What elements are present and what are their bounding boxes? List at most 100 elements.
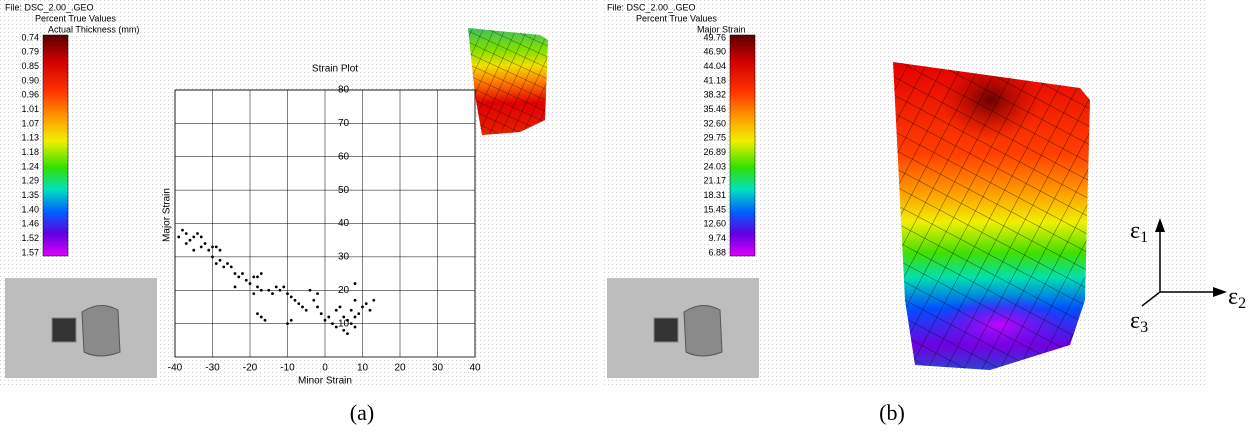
point	[233, 272, 237, 275]
point	[203, 242, 207, 245]
y-tick-label: 40	[338, 218, 350, 229]
scale-label: 49.76	[703, 32, 726, 42]
scale-label: 1.07	[21, 118, 39, 128]
point	[293, 298, 297, 302]
scale-label: 1.40	[21, 204, 39, 214]
y-tick-label: 10	[338, 318, 350, 329]
point	[342, 315, 346, 319]
axis-e1: ε1	[1130, 218, 1148, 246]
point	[316, 292, 319, 295]
scale-label: 29.75	[703, 133, 726, 143]
point	[312, 298, 316, 302]
y-axis-label: Major Strain	[162, 188, 173, 242]
scale-label: 15.45	[703, 204, 726, 214]
point	[286, 322, 289, 326]
measure: Actual Thickness (mm)	[48, 24, 139, 34]
point	[259, 315, 263, 319]
point	[349, 308, 353, 312]
point	[289, 295, 293, 299]
x-axis-label: Minor Strain	[298, 376, 352, 387]
scale-label: 0.79	[21, 47, 39, 57]
point	[248, 282, 252, 285]
point	[372, 298, 376, 302]
scale-label: 6.88	[708, 247, 726, 257]
point	[207, 248, 211, 252]
scale-label: 0.96	[21, 90, 39, 100]
x-tick-label: 0	[322, 363, 328, 374]
scale-label: 24.03	[703, 161, 726, 171]
point	[214, 245, 218, 249]
point	[267, 288, 271, 292]
x-tick-label: 40	[469, 363, 481, 374]
point	[368, 308, 372, 312]
point	[211, 245, 214, 249]
point	[188, 238, 192, 242]
point	[222, 265, 226, 269]
strain-plot: Strain Plot Minor Strain Major Strain -4…	[162, 64, 481, 387]
point	[357, 312, 361, 316]
point	[192, 235, 196, 239]
axis-e2: ε2	[1228, 284, 1246, 312]
scale-label: 26.89	[703, 147, 726, 157]
point	[184, 232, 188, 235]
x-tick-label: -10	[280, 363, 295, 374]
color-bar	[42, 34, 69, 257]
point	[331, 322, 334, 326]
caption: (a)	[350, 400, 374, 425]
point	[346, 318, 349, 322]
y-tick-label: 30	[338, 252, 350, 263]
point	[342, 328, 346, 332]
point	[244, 278, 248, 282]
scale-label: 41.18	[703, 75, 726, 85]
measure: Major Strain	[697, 24, 746, 34]
point	[353, 298, 357, 302]
axis-e3: ε3	[1130, 308, 1148, 336]
point	[252, 275, 256, 279]
scale-label: 32.60	[703, 118, 726, 128]
point	[271, 292, 274, 295]
scale-label: 46.90	[703, 47, 726, 57]
point	[334, 308, 338, 312]
scale-label: 18.31	[703, 190, 726, 200]
point	[256, 275, 259, 279]
point	[353, 315, 357, 319]
scale-label: 1.01	[21, 104, 39, 114]
point	[214, 262, 218, 265]
point	[301, 305, 304, 309]
point	[263, 318, 267, 322]
axis-symbol: ε1 ε2 ε3	[1130, 218, 1246, 336]
color-scale-labels: 49.76 46.90 44.04 41.18 38.32 35.46 32.60 29.75…	[703, 32, 726, 257]
point	[192, 248, 196, 252]
point	[196, 232, 199, 235]
point	[353, 325, 357, 329]
scale-label: 1.13	[21, 133, 39, 143]
file-name: File: DSC_2.00_.GEO	[607, 2, 696, 12]
y-tick-label: 80	[338, 85, 350, 96]
scale-label: 35.46	[703, 104, 726, 114]
y-tick-label: 50	[338, 185, 350, 196]
x-tick-label: -30	[205, 363, 220, 374]
point	[241, 272, 244, 275]
point	[323, 318, 327, 322]
point	[211, 255, 214, 259]
point	[233, 285, 237, 289]
scale-label: 1.52	[21, 233, 39, 243]
mode: Percent True Values	[636, 13, 717, 23]
point	[177, 235, 181, 239]
scale-label: 21.17	[703, 176, 726, 186]
point	[278, 288, 282, 292]
scale-label: 38.32	[703, 90, 726, 100]
point	[297, 302, 301, 305]
point	[259, 272, 263, 275]
photo	[607, 278, 759, 378]
point	[229, 265, 233, 269]
point	[361, 305, 364, 309]
point	[252, 292, 256, 295]
scale-label: 1.46	[21, 219, 39, 229]
scale-label: 1.35	[21, 190, 39, 200]
point	[334, 325, 338, 329]
point	[218, 258, 222, 262]
color-scale-labels: 0.74 0.79 0.85 0.90 0.96 1.01 1.07 1.13 1.18 1.24…	[21, 32, 39, 257]
point	[184, 242, 188, 245]
